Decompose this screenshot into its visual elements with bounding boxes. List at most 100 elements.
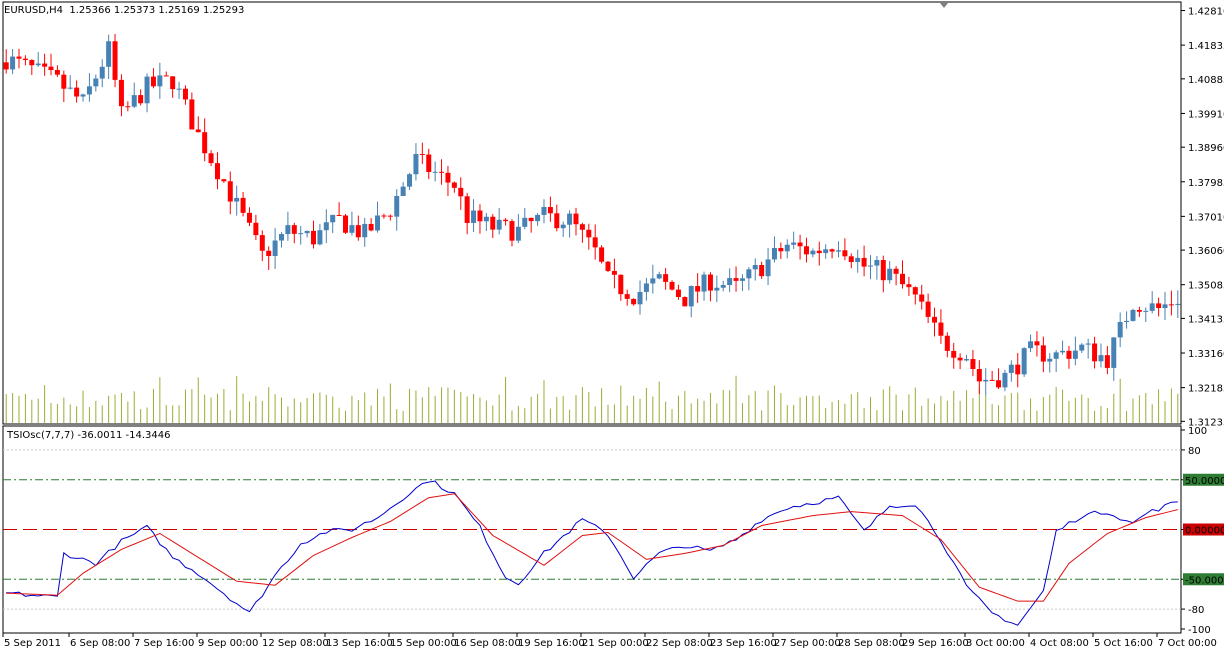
candle-body: [656, 274, 662, 279]
candle-body: [99, 66, 105, 79]
candle-body: [195, 129, 201, 133]
candle-body: [611, 270, 617, 275]
candle-body: [855, 257, 861, 263]
candle-body: [970, 359, 976, 370]
price-tick-label: 1.40885: [1188, 75, 1224, 86]
candle-body: [1130, 309, 1136, 321]
candle-body: [1092, 343, 1098, 362]
time-tick-label: 12 Sep 08:00: [262, 638, 329, 649]
candle-body: [547, 207, 553, 214]
shift-marker-icon: [940, 3, 948, 8]
candle-body: [579, 224, 585, 230]
time-tick-label: 21 Sep 00:00: [582, 638, 649, 649]
candle-body: [1008, 364, 1014, 373]
indicator-label: TSIOsc(7,7,7) -36.0011 -14.3446: [7, 430, 171, 441]
level-badge: [1183, 473, 1224, 486]
time-tick-label: 4 Oct 08:00: [1030, 638, 1089, 649]
candle-body: [375, 215, 381, 231]
candle-body: [560, 224, 566, 229]
level-badge: [1183, 523, 1224, 536]
candle-body: [1047, 358, 1053, 362]
time-tick-label: 19 Sep 16:00: [518, 638, 585, 649]
price-tick-label: 1.39910: [1188, 109, 1224, 120]
indicator-tick-label: 80: [1188, 446, 1201, 457]
candle-body: [22, 58, 28, 61]
price-tick-label: 1.31235: [1188, 417, 1224, 428]
candle-body: [1175, 303, 1181, 305]
candle-body: [1124, 320, 1130, 322]
candle-body: [957, 357, 963, 361]
candle-body: [259, 235, 265, 251]
candle-body: [208, 153, 214, 164]
candle-body: [163, 75, 169, 77]
candle-body: [298, 233, 304, 235]
candle-body: [618, 274, 624, 295]
candle-body: [599, 247, 605, 262]
candle-body: [362, 223, 368, 238]
time-tick-label: 13 Sep 16:00: [326, 638, 393, 649]
indicator-lines: [6, 480, 1178, 626]
price-tick-label: 1.42810: [1188, 7, 1224, 18]
candle-body: [483, 216, 489, 222]
time-tick-label: 9 Sep 00:00: [198, 638, 258, 649]
candle-body: [131, 95, 137, 107]
candle-body: [330, 214, 336, 223]
time-tick-label: 28 Sep 08:00: [838, 638, 905, 649]
candle-body: [663, 274, 669, 282]
candle-body: [874, 260, 880, 266]
main-chart-label: EURUSD,H4 1.25366 1.25373 1.25169 1.2529…: [4, 5, 245, 16]
candle-body: [1162, 304, 1168, 309]
candle-body: [746, 269, 752, 279]
candle-body: [42, 63, 48, 67]
candle-body: [189, 99, 195, 130]
candle-body: [880, 260, 886, 281]
candle-body: [35, 63, 41, 66]
candle-body: [867, 265, 873, 267]
candle-body: [720, 285, 726, 288]
candle-body: [861, 257, 867, 267]
candle-body: [144, 76, 150, 104]
candle-body: [1021, 348, 1027, 375]
tsi-line: [6, 480, 1178, 626]
candle-body: [643, 283, 649, 292]
candle-body: [695, 286, 701, 292]
candle-body: [125, 106, 131, 108]
candle-body: [61, 74, 67, 89]
candle-body: [93, 78, 99, 87]
price-tick-label: 1.32185: [1188, 384, 1224, 395]
candle-body: [3, 62, 9, 70]
candle-body: [176, 88, 182, 90]
candle-body: [170, 76, 176, 90]
candle-body: [1104, 355, 1110, 368]
candle-body: [387, 215, 393, 217]
candle-body: [118, 79, 124, 107]
time-tick-label: 27 Sep 00:00: [774, 638, 841, 649]
candle-body: [810, 250, 816, 255]
candle-body: [368, 223, 374, 231]
candle-body: [1028, 341, 1034, 349]
candle-body: [503, 219, 509, 222]
candle-body: [74, 87, 80, 97]
candle-body: [86, 86, 92, 95]
price-tick-label: 1.41835: [1188, 41, 1224, 52]
candle-body: [771, 247, 777, 260]
candle-body: [10, 56, 16, 70]
candle-body: [1034, 341, 1040, 346]
candle-body: [234, 197, 240, 202]
candle-body: [631, 298, 637, 305]
candle-body: [938, 322, 944, 336]
candle-body: [336, 214, 342, 216]
candle-body: [515, 226, 521, 241]
candle-body: [157, 75, 163, 87]
candle-body: [906, 284, 912, 288]
candle-body: [637, 291, 643, 305]
price-axis: 1.42810 1.41835 1.40885 1.39910 1.38960 1.379…: [1181, 7, 1224, 636]
candle-body: [266, 250, 272, 256]
candle-body: [887, 268, 893, 281]
candle-body: [477, 210, 483, 222]
candle-body: [291, 225, 297, 234]
candle-body: [989, 379, 995, 381]
time-tick-label: 23 Sep 16:00: [710, 638, 777, 649]
candle-body: [1156, 303, 1162, 309]
